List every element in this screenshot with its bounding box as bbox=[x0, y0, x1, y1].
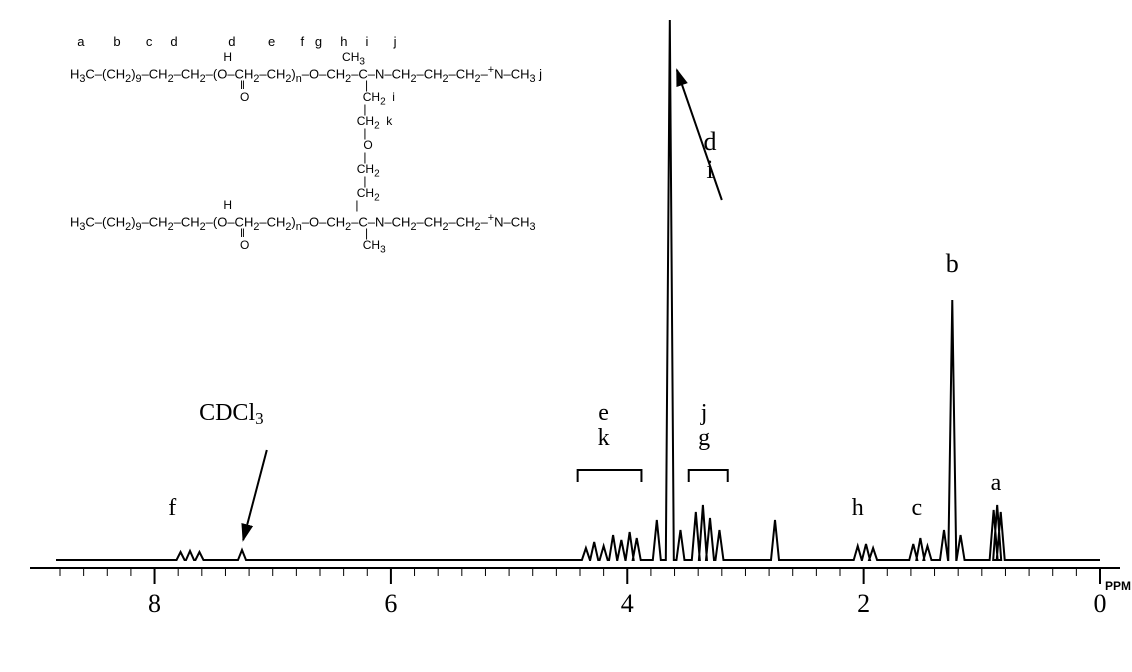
axis-tick-label: 8 bbox=[148, 589, 161, 618]
axis-unit-label: PPM bbox=[1105, 579, 1131, 593]
label-ek-k: k bbox=[598, 425, 610, 451]
label-i: i bbox=[706, 155, 713, 184]
label-ek-e: e bbox=[598, 400, 609, 426]
axis-tick-label: 4 bbox=[621, 589, 634, 618]
label-jg-g: g bbox=[698, 425, 710, 451]
label-b: b bbox=[946, 249, 959, 278]
label-a: a bbox=[991, 470, 1002, 496]
label-c: c bbox=[911, 495, 922, 521]
label-f: f bbox=[168, 495, 176, 521]
label-cdcl3: CDCl3 bbox=[199, 400, 264, 428]
bracket-jg bbox=[689, 470, 728, 482]
arrow-cdcl3 bbox=[243, 450, 267, 540]
label-d: d bbox=[704, 127, 717, 156]
label-jg-j: j bbox=[700, 400, 708, 426]
axis-tick-label: 0 bbox=[1094, 589, 1107, 618]
bracket-ek bbox=[578, 470, 642, 482]
axis-tick-label: 6 bbox=[384, 589, 397, 618]
axis-tick-label: 2 bbox=[857, 589, 870, 618]
label-h: h bbox=[852, 495, 864, 521]
